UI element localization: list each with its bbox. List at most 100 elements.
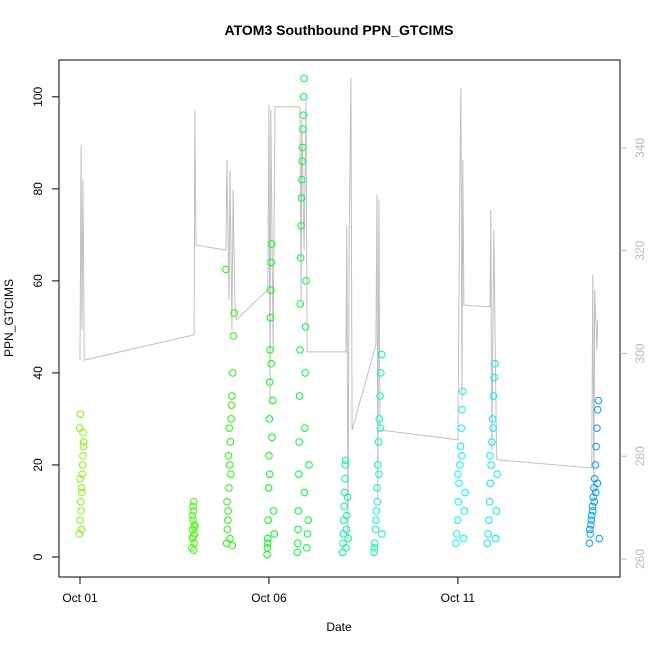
point bbox=[588, 507, 597, 515]
point bbox=[224, 451, 233, 460]
point bbox=[587, 516, 596, 524]
point bbox=[455, 461, 464, 469]
point bbox=[300, 488, 309, 497]
point bbox=[226, 470, 235, 478]
point bbox=[493, 470, 501, 478]
point bbox=[340, 502, 348, 511]
point bbox=[376, 392, 384, 400]
point bbox=[341, 461, 350, 469]
point bbox=[268, 433, 276, 442]
point bbox=[227, 415, 235, 423]
point bbox=[267, 240, 276, 248]
point bbox=[77, 507, 85, 515]
point bbox=[296, 300, 305, 308]
y-tick-label: 40 bbox=[31, 366, 45, 380]
point bbox=[484, 530, 492, 538]
point bbox=[593, 479, 602, 488]
point bbox=[264, 516, 272, 524]
point bbox=[338, 548, 347, 557]
point bbox=[225, 484, 233, 492]
point bbox=[223, 525, 232, 534]
point bbox=[226, 534, 234, 543]
point bbox=[485, 497, 494, 506]
point bbox=[298, 157, 307, 166]
point bbox=[300, 74, 308, 83]
point bbox=[460, 507, 469, 515]
point bbox=[452, 530, 461, 538]
point bbox=[79, 442, 88, 451]
point bbox=[269, 507, 278, 515]
point bbox=[373, 484, 381, 492]
plot-frame bbox=[58, 59, 621, 578]
point bbox=[226, 438, 235, 446]
point bbox=[341, 456, 350, 465]
point bbox=[294, 507, 303, 515]
point bbox=[228, 369, 237, 377]
point bbox=[370, 543, 379, 552]
point bbox=[342, 543, 350, 552]
point bbox=[458, 405, 466, 414]
point bbox=[457, 424, 466, 432]
point bbox=[454, 470, 462, 478]
point bbox=[264, 484, 273, 492]
x-tick-label: Oct 06 bbox=[251, 591, 287, 605]
point bbox=[263, 543, 272, 552]
point bbox=[230, 309, 238, 317]
point bbox=[486, 451, 494, 460]
y2-tick-label: 320 bbox=[633, 240, 647, 260]
point bbox=[376, 424, 385, 432]
point bbox=[588, 502, 597, 511]
point bbox=[459, 534, 468, 543]
point bbox=[303, 530, 312, 538]
point bbox=[268, 396, 277, 405]
point bbox=[489, 424, 497, 432]
point bbox=[189, 546, 198, 554]
point bbox=[375, 415, 384, 423]
point bbox=[189, 497, 198, 506]
y-tick-label: 80 bbox=[31, 182, 45, 196]
y2-tick-label: 300 bbox=[633, 343, 647, 363]
x-axis-label: Date bbox=[326, 620, 352, 634]
point bbox=[225, 424, 234, 432]
point bbox=[78, 488, 86, 497]
point bbox=[188, 511, 197, 520]
point bbox=[301, 369, 310, 377]
point bbox=[455, 479, 463, 488]
point bbox=[265, 378, 274, 386]
point bbox=[264, 539, 272, 547]
y-tick-label: 20 bbox=[31, 458, 45, 472]
point bbox=[298, 175, 306, 184]
point bbox=[228, 392, 236, 400]
point bbox=[375, 470, 383, 478]
point bbox=[299, 93, 308, 101]
point bbox=[265, 470, 274, 478]
point bbox=[485, 516, 493, 524]
point bbox=[227, 401, 236, 409]
y-tick-label: 60 bbox=[31, 274, 45, 288]
point bbox=[229, 332, 238, 340]
point bbox=[75, 424, 84, 432]
point bbox=[373, 497, 382, 506]
point bbox=[79, 428, 87, 437]
point bbox=[266, 313, 275, 322]
point bbox=[224, 507, 232, 515]
point bbox=[297, 221, 305, 230]
point bbox=[189, 507, 198, 515]
point bbox=[78, 461, 87, 469]
y-tick-label: 100 bbox=[31, 86, 45, 106]
point bbox=[267, 286, 275, 294]
point bbox=[305, 461, 313, 469]
point bbox=[342, 511, 351, 520]
point bbox=[297, 194, 306, 202]
point bbox=[492, 507, 501, 515]
point bbox=[299, 125, 307, 133]
point bbox=[490, 373, 498, 382]
point bbox=[265, 451, 273, 460]
point bbox=[591, 461, 600, 469]
point bbox=[486, 479, 495, 488]
point bbox=[265, 415, 274, 423]
point bbox=[372, 516, 380, 524]
point bbox=[453, 516, 462, 524]
point bbox=[299, 111, 308, 120]
point bbox=[344, 534, 353, 543]
